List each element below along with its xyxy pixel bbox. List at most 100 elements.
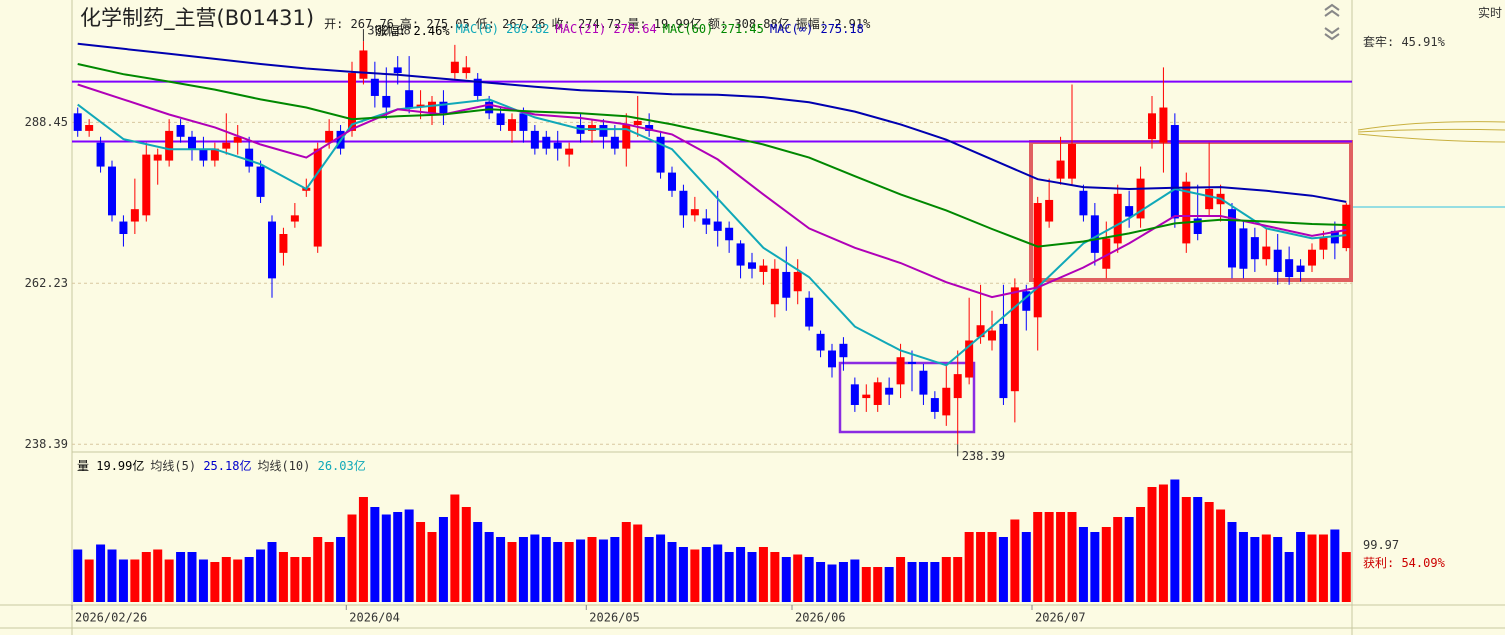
volume-bar <box>187 552 197 602</box>
volume-bar <box>176 552 186 602</box>
volume-bar <box>713 544 723 602</box>
candle-body <box>965 340 974 378</box>
legend-name: MAC(21) <box>555 22 607 36</box>
volume-bar <box>884 567 894 602</box>
x-tick-label: 2026/07 <box>1035 611 1086 625</box>
volume-bar <box>84 559 94 602</box>
legend-entry: MAC(∞) 275.18 <box>770 22 864 39</box>
volume-value: 19.99 <box>96 459 133 473</box>
candle-body <box>1319 237 1328 250</box>
candle-body <box>1125 206 1134 217</box>
profit: 获利: 54.09% <box>1363 556 1445 570</box>
volume-bar <box>427 532 437 602</box>
candle-body <box>439 101 448 114</box>
volume-bar <box>1090 532 1100 602</box>
legend-value: 269.82 <box>506 22 550 36</box>
candle-body <box>1113 193 1122 244</box>
candle-body <box>199 148 208 161</box>
candle-body <box>393 67 402 74</box>
legend-value: 275.18 <box>820 22 864 36</box>
volume-bar <box>1136 507 1146 602</box>
candle-body <box>828 350 836 368</box>
volume-bar <box>473 522 483 602</box>
quote-item: 量: 19.99亿 <box>627 17 702 31</box>
candle-body <box>976 325 985 338</box>
volume-bar <box>198 559 208 602</box>
candle-body <box>919 370 928 395</box>
volume-bar <box>644 537 654 602</box>
quote-item: 收: 274.72 <box>551 17 622 31</box>
candle-body <box>953 374 962 399</box>
high-annotation: 302.68 <box>367 24 410 38</box>
ma-line <box>77 42 1347 203</box>
volume-bar <box>953 557 963 602</box>
volume-bar <box>1033 512 1043 602</box>
candle-body <box>1159 107 1168 143</box>
volume-bar <box>381 514 391 602</box>
candle-body <box>1308 249 1316 266</box>
volume-bar <box>336 537 346 602</box>
legend-unit: 亿 <box>239 459 252 473</box>
volume-bar <box>233 559 243 602</box>
legend-name: MAC(8) <box>455 22 499 36</box>
volume-bar <box>118 559 128 602</box>
volume-bar <box>1307 534 1317 602</box>
candle-body <box>599 125 608 137</box>
volume-bar <box>1113 517 1123 602</box>
volume-bar <box>130 559 140 602</box>
volume-bar <box>301 557 311 602</box>
candle-body <box>222 142 231 149</box>
candle-body <box>1250 237 1259 260</box>
candle-body <box>1342 204 1351 249</box>
legend-name: MAC(60) <box>662 22 714 36</box>
candle-body <box>530 130 539 149</box>
candle-body <box>873 382 882 405</box>
volume-bar <box>976 532 986 602</box>
volume-bar <box>1250 537 1260 602</box>
change: 涨幅: 2.46% <box>375 24 450 38</box>
volume-bar <box>484 532 494 602</box>
volume-bar <box>770 552 780 602</box>
legend-name: 均线(5) <box>150 459 197 473</box>
mode[interactable]: 实时 <box>1478 6 1503 20</box>
volume-bar <box>1067 512 1077 602</box>
volume-bar <box>496 537 506 602</box>
candle-body <box>370 78 379 96</box>
volume-bar <box>758 547 768 602</box>
quote-item: 振幅: 2.91% <box>795 17 871 31</box>
volume-bar <box>256 549 266 602</box>
legend-entry: 均线(5) 25.18亿 <box>150 457 251 474</box>
scroll-icon[interactable] <box>1324 3 1340 41</box>
volume-bar <box>1227 522 1237 602</box>
volume-bar <box>1101 527 1111 602</box>
volume-bar <box>804 557 814 602</box>
volume-bar <box>164 559 174 602</box>
volume-bar <box>416 522 426 602</box>
legend-unit: 亿 <box>353 459 366 473</box>
candle-body <box>1170 125 1179 219</box>
candle-body <box>1010 287 1019 392</box>
volume-bar <box>393 512 403 602</box>
volume-bar <box>107 549 117 602</box>
volume-bar <box>1170 479 1180 602</box>
volume-bar <box>610 537 620 602</box>
candle-body <box>1079 190 1088 216</box>
volume-bar <box>210 562 220 602</box>
volume-name: 量 <box>77 459 90 473</box>
x-tick-label: 2026/04 <box>349 611 400 625</box>
volume-bar <box>633 524 643 602</box>
candle-body <box>1090 215 1099 253</box>
volume-bar <box>1056 512 1066 602</box>
quote: 开: 267.76 高: 275.05 低: 267.26 收: 274.72 量: 1… <box>324 15 870 32</box>
candle-body <box>782 271 791 298</box>
candle-body <box>519 113 528 131</box>
candle-body <box>553 142 562 149</box>
candle-body <box>359 50 368 79</box>
x-tick-label: 2026/05 <box>589 611 640 625</box>
volume-bar <box>896 557 906 602</box>
volume-bar <box>907 562 917 602</box>
legend-value: 25.18 <box>203 459 240 473</box>
volume-bar <box>850 559 860 602</box>
candle-body <box>679 190 688 216</box>
